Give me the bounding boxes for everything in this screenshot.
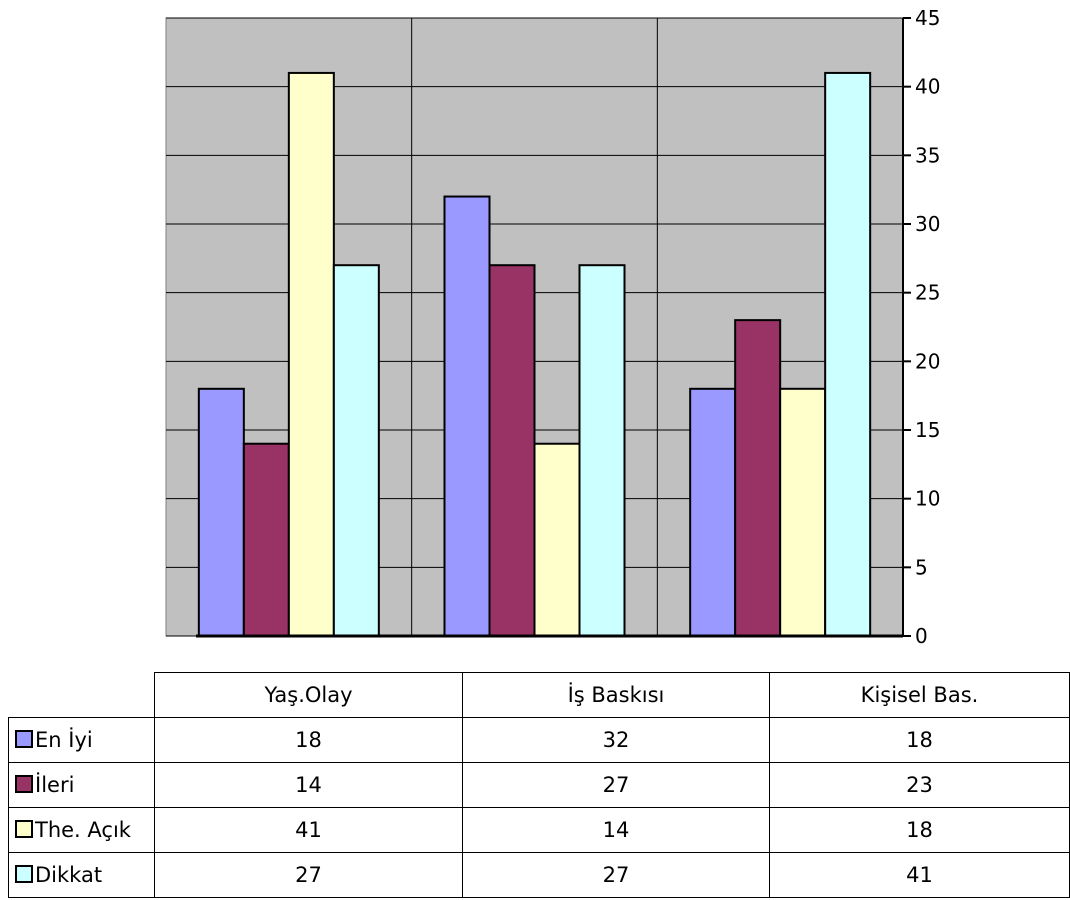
table-cell: 27 — [154, 852, 463, 898]
data-table: Yaş.Olay İş Baskısı Kişisel Bas. En İyi … — [8, 672, 1070, 898]
bar — [779, 387, 827, 637]
table-cell: 32 — [462, 717, 770, 763]
table-cell: 27 — [462, 762, 770, 808]
legend-entry: İleri — [8, 762, 155, 808]
table-header-row: Yaş.Olay İş Baskısı Kişisel Bas. — [8, 672, 1070, 718]
legend-entry: The. Açık — [8, 807, 155, 853]
y-tick-label: 10 — [915, 487, 940, 511]
bars — [197, 71, 872, 638]
bar — [443, 195, 491, 638]
table-cell: 23 — [769, 762, 1070, 808]
legend-entry: Dikkat — [8, 852, 155, 898]
legend-swatch — [15, 820, 33, 838]
table-header-cell: Kişisel Bas. — [769, 672, 1070, 718]
y-tick-label: 30 — [915, 212, 940, 236]
table-header-cell: İş Baskısı — [462, 672, 770, 718]
y-axis: 0 5 10 15 20 25 30 35 40 45 — [196, 6, 940, 648]
y-tick-label: 25 — [915, 281, 940, 305]
table-row: Dikkat 27 27 41 — [8, 852, 1070, 898]
legend-swatch — [15, 775, 33, 793]
bar-chart: 0 5 10 15 20 25 30 35 40 45 — [165, 6, 940, 648]
bar — [488, 264, 536, 637]
series-label: En İyi — [35, 728, 93, 752]
bar — [689, 387, 737, 637]
series-label: Dikkat — [35, 863, 103, 887]
table-cell: 41 — [154, 807, 463, 853]
bar — [578, 264, 626, 637]
y-tick-label: 35 — [915, 143, 940, 167]
legend-swatch — [15, 730, 33, 748]
bar — [533, 442, 581, 637]
bar — [287, 71, 335, 637]
table-cell: 14 — [462, 807, 770, 853]
bar — [332, 264, 380, 637]
bar — [197, 387, 245, 637]
table-header-cell: Yaş.Olay — [154, 672, 463, 718]
y-tick-label: 5 — [915, 555, 928, 579]
y-tick-label: 40 — [915, 75, 940, 99]
table-cell: 18 — [769, 807, 1070, 853]
legend-swatch — [15, 865, 33, 883]
table-cell: 27 — [462, 852, 770, 898]
bar — [824, 71, 872, 637]
legend-entry: En İyi — [8, 717, 155, 763]
y-tick-label: 0 — [915, 624, 928, 648]
y-tick-label: 45 — [915, 6, 940, 30]
y-tick-label: 20 — [915, 349, 940, 373]
table-row: İleri 14 27 23 — [8, 762, 1070, 808]
bar — [734, 319, 782, 637]
y-tick-label: 15 — [915, 418, 940, 442]
table-cell: 41 — [769, 852, 1070, 898]
table-row: En İyi 18 32 18 — [8, 717, 1070, 763]
table-cell: 18 — [769, 717, 1070, 763]
bar — [242, 442, 290, 637]
series-label: The. Açık — [35, 818, 131, 842]
series-label: İleri — [35, 773, 75, 797]
table-cell: 18 — [154, 717, 463, 763]
table-row: The. Açık 41 14 18 — [8, 807, 1070, 853]
table-cell: 14 — [154, 762, 463, 808]
table-corner-cell — [8, 672, 155, 718]
